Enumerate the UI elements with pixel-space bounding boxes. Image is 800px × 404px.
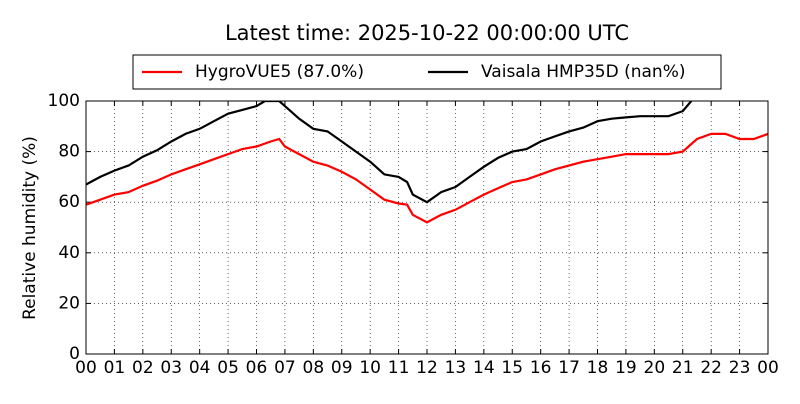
y-tick-label: 40 <box>58 243 80 263</box>
x-tick-label: 22 <box>700 358 722 378</box>
x-tick-label: 20 <box>644 358 666 378</box>
x-tick-label: 16 <box>530 358 552 378</box>
x-tick-label: 07 <box>274 358 296 378</box>
x-tick-label: 04 <box>189 358 211 378</box>
x-tick-label: 01 <box>104 358 126 378</box>
x-tick-label: 21 <box>672 358 694 378</box>
legend-label: Vaisala HMP35D (nan%) <box>481 62 685 82</box>
x-tick-label: 00 <box>757 358 779 378</box>
x-tick-label: 08 <box>303 358 325 378</box>
x-tick-label: 00 <box>75 358 97 378</box>
x-tick-label: 23 <box>729 358 751 378</box>
x-tick-label: 14 <box>473 358 495 378</box>
x-tick-label: 13 <box>445 358 467 378</box>
y-axis-label: Relative humidity (%) <box>20 136 40 320</box>
x-tick-label: 15 <box>501 358 523 378</box>
series-line <box>86 132 768 224</box>
y-tick-label: 80 <box>58 142 80 162</box>
y-tick-label: 60 <box>58 192 80 212</box>
x-tick-label: 11 <box>388 358 410 378</box>
legend-box <box>132 54 722 90</box>
x-tick-label: 17 <box>558 358 580 378</box>
x-tick-label: 06 <box>246 358 268 378</box>
x-tick-label: 02 <box>132 358 154 378</box>
x-tick-label: 03 <box>160 358 182 378</box>
y-tick-label: 100 <box>48 91 80 111</box>
plot-frame <box>85 100 769 355</box>
x-tick-label: 18 <box>587 358 609 378</box>
x-tick-label: 19 <box>615 358 637 378</box>
legend-label: HygroVUE5 (87.0%) <box>195 62 364 82</box>
x-tick-label: 05 <box>217 358 239 378</box>
chart-title: Latest time: 2025-10-22 00:00:00 UTC <box>225 21 629 45</box>
x-tick-label: 09 <box>331 358 353 378</box>
y-tick-label: 0 <box>69 344 80 364</box>
series-line <box>86 101 693 204</box>
x-tick-label: 10 <box>359 358 381 378</box>
x-tick-label: 12 <box>416 358 438 378</box>
y-tick-label: 20 <box>58 293 80 313</box>
